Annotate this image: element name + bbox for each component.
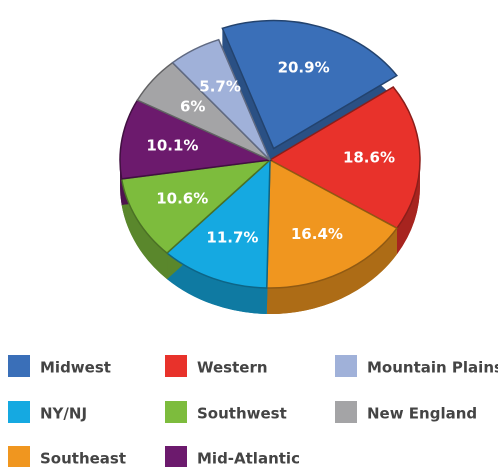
slice <box>171 38 271 161</box>
slice <box>165 158 271 289</box>
slice <box>119 99 273 180</box>
data-label: 16.4% <box>291 225 343 243</box>
slice-side <box>396 160 420 255</box>
data-label: 20.9% <box>278 59 330 77</box>
legend-swatch <box>335 401 357 423</box>
slice-side <box>121 178 168 280</box>
data-label: 10.1% <box>146 136 198 154</box>
data-label: 10.6% <box>156 190 208 208</box>
legend-label: Southeast <box>40 450 126 467</box>
slice <box>221 19 398 150</box>
data-label: 5.7% <box>199 78 241 96</box>
slice <box>265 158 399 289</box>
data-label: 6% <box>180 98 205 116</box>
legend-swatch <box>165 355 187 377</box>
legend-swatch <box>165 446 187 467</box>
legend-label: Western <box>197 359 268 377</box>
data-label: 18.6% <box>343 149 395 167</box>
slice-side <box>266 228 397 314</box>
legend-swatch <box>165 401 187 423</box>
legend-label: Mid-Atlantic <box>197 450 300 467</box>
slice <box>268 86 421 230</box>
legend-label: Midwest <box>40 359 111 377</box>
data-label: 11.7% <box>206 229 258 247</box>
slice-side <box>167 253 267 314</box>
legend-label: Southwest <box>197 405 287 423</box>
legend-label: New England <box>367 405 477 423</box>
legend-label: NY/NJ <box>40 405 87 423</box>
legend-swatch <box>335 355 357 377</box>
legend-swatch <box>8 401 30 423</box>
slice <box>120 158 273 255</box>
legend-swatch <box>8 355 30 377</box>
legend-swatch <box>8 446 30 467</box>
legend-label: Mountain Plains <box>367 359 498 377</box>
